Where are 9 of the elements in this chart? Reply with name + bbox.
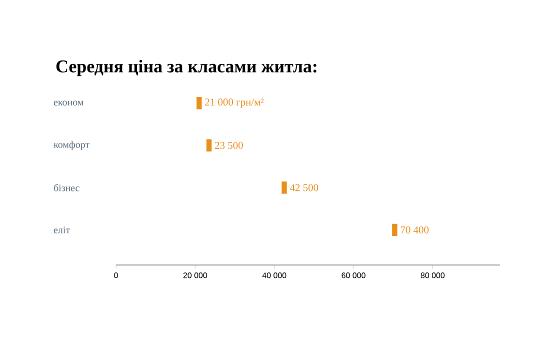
data-label: 21 000 грн/м² [205,98,264,108]
chart-title: Середня ціна за класами житла: [56,60,316,76]
data-label: 42 500 [290,184,318,192]
y-tick-label: комфорт [54,140,90,150]
data-label: 23 500 [215,142,243,149]
y-tick-label: бізнес [54,184,80,192]
y-tick-label: еліт [54,226,70,234]
y-tick-label: економ [54,100,84,106]
data-label: 70 400 [400,226,429,234]
